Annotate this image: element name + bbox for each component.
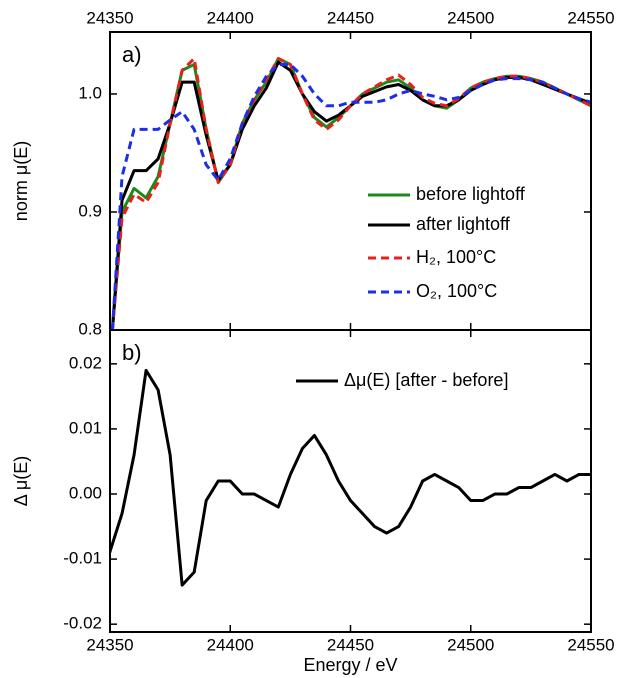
legend-label: O₂, 100°C xyxy=(416,281,497,301)
x-axis-label: Energy / eV xyxy=(303,655,397,675)
legend-label: H₂, 100°C xyxy=(416,247,496,267)
y-tick-label: 0.9 xyxy=(78,201,102,220)
x-tick-label: 24500 xyxy=(447,635,494,654)
legend-label: before lightoff xyxy=(416,184,526,204)
x-tick-label: 24400 xyxy=(207,8,254,27)
x-tick-label: 24350 xyxy=(86,635,133,654)
series-line xyxy=(110,368,591,587)
x-tick-label: 24350 xyxy=(86,8,133,27)
y-tick-label: 0.8 xyxy=(78,319,102,338)
x-tick-label: 24400 xyxy=(207,635,254,654)
y-tick-label: 0.02 xyxy=(69,353,102,372)
x-tick-label: 24450 xyxy=(327,8,374,27)
series-line xyxy=(110,57,591,330)
legend-label: after lightoff xyxy=(416,214,511,234)
y-tick-label: -0.01 xyxy=(63,549,102,568)
legend-label: Δμ(E) [after - before] xyxy=(344,370,508,390)
x-tick-label: 24450 xyxy=(327,635,374,654)
y-tick-label: 1.0 xyxy=(78,83,102,102)
x-tick-label: 24550 xyxy=(567,635,614,654)
panel-label: a) xyxy=(122,42,142,67)
y-tick-label: 0.00 xyxy=(69,484,102,503)
x-tick-label: 24550 xyxy=(567,8,614,27)
y-axis-label: norm μ(E) xyxy=(11,141,31,221)
y-axis-label: Δ μ(E) xyxy=(11,456,31,506)
x-tick-label: 24500 xyxy=(447,8,494,27)
y-tick-label: 0.01 xyxy=(69,418,102,437)
plot-frame xyxy=(109,329,592,633)
y-tick-label: -0.02 xyxy=(63,614,102,633)
panel-label: b) xyxy=(122,340,142,365)
